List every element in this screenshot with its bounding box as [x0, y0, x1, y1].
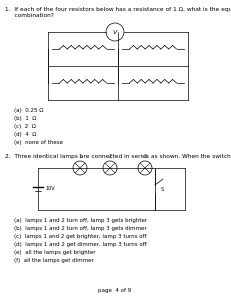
Text: 1.  If each of the four resistors below has a resistance of 1 Ω, what is the equ: 1. If each of the four resistors below h… [5, 7, 231, 12]
Text: (c)  2  Ω: (c) 2 Ω [14, 124, 36, 129]
Text: (e)  all the lamps get brighter: (e) all the lamps get brighter [14, 250, 95, 255]
Text: (a)  lamps 1 and 2 turn off, lamp 3 gets brighter: (a) lamps 1 and 2 turn off, lamp 3 gets … [14, 218, 147, 223]
Text: page  4 of 9: page 4 of 9 [98, 288, 132, 293]
Text: 10V: 10V [45, 187, 55, 191]
Text: 3: 3 [143, 154, 146, 159]
Text: 2.  Three identical lamps are connected in series as shown. When the switch is c: 2. Three identical lamps are connected i… [5, 154, 231, 159]
Text: S: S [161, 187, 164, 192]
Text: (b)  lamps 1 and 2 turn off, lamp 3 gets dimmer: (b) lamps 1 and 2 turn off, lamp 3 gets … [14, 226, 147, 231]
Text: (d)  lamps 1 and 2 get dimmer, lamp 3 turns off: (d) lamps 1 and 2 get dimmer, lamp 3 tur… [14, 242, 147, 247]
Text: (e)  none of these: (e) none of these [14, 140, 63, 145]
Text: 2: 2 [108, 154, 112, 159]
Text: (f)  all the lamps get dimmer: (f) all the lamps get dimmer [14, 258, 94, 263]
Text: V: V [113, 29, 117, 34]
Text: 1: 1 [79, 154, 82, 159]
Text: (d)  4  Ω: (d) 4 Ω [14, 132, 36, 137]
Text: (a)  0.25 Ω: (a) 0.25 Ω [14, 108, 43, 113]
Text: (c)  lamps 1 and 2 get brighter, lamp 3 turns off: (c) lamps 1 and 2 get brighter, lamp 3 t… [14, 234, 147, 239]
Text: (b)  1  Ω: (b) 1 Ω [14, 116, 36, 121]
Text: combination?: combination? [5, 13, 54, 18]
